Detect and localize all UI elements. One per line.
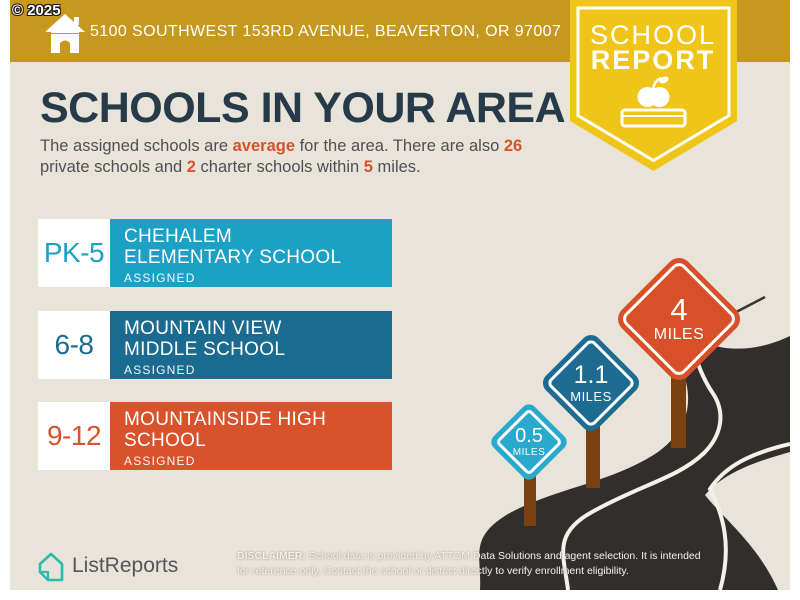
school-report-badge: SCHOOL REPORT bbox=[570, 0, 737, 171]
sign-post bbox=[586, 422, 600, 488]
distance-unit: MILES bbox=[653, 326, 705, 344]
badge-line2: REPORT bbox=[591, 45, 716, 75]
disclaimer-text: DISCLAIMER: School data is provided by A… bbox=[237, 550, 701, 577]
distance-value: 4 bbox=[670, 291, 688, 327]
intro-segment: miles. bbox=[372, 158, 421, 176]
intro-segment: The assigned schools are bbox=[40, 137, 233, 155]
distance-unit: MILES bbox=[512, 447, 546, 458]
sign-post bbox=[671, 370, 686, 448]
home-icon bbox=[45, 14, 85, 53]
highlight-miles: 5 bbox=[363, 158, 373, 176]
distance-unit: MILES bbox=[570, 388, 612, 404]
distance-value: 1.1 bbox=[573, 361, 609, 390]
assigned-badge: ASSIGNED bbox=[124, 271, 196, 285]
distance-sign-one-mile: 1.1 MILES bbox=[538, 330, 644, 436]
intro-segment: for the area. There are also bbox=[295, 137, 504, 155]
distance-value: 0.5 bbox=[515, 425, 543, 447]
content-area: 5100 SOUTHWEST 153RD AVENUE, BEAVERTON, … bbox=[10, 0, 790, 590]
disclaimer-label: DISCLAIMER: bbox=[237, 550, 306, 562]
assigned-badge: ASSIGNED bbox=[124, 454, 196, 468]
highlight-private-count: 26 bbox=[503, 137, 523, 155]
school-card-body: MOUNTAINSIDE HIGH SCHOOL ASSIGNED bbox=[110, 402, 392, 470]
grade-range: 6-8 bbox=[38, 311, 110, 379]
copyright-text: © 2025 bbox=[12, 2, 61, 19]
grade-range: PK-5 bbox=[38, 219, 110, 287]
school-card-elementary: PK-5 CHEHALEM ELEMENTARY SCHOOL ASSIGNED bbox=[38, 219, 392, 287]
intro-segment: private schools and bbox=[40, 158, 187, 176]
intro-text: The assigned schools are average for the… bbox=[40, 136, 572, 178]
brand-name: ListReports bbox=[72, 554, 179, 577]
school-card-body: CHEHALEM ELEMENTARY SCHOOL ASSIGNED bbox=[110, 219, 392, 287]
grade-range: 9-12 bbox=[38, 402, 110, 470]
property-address: 5100 SOUTHWEST 153RD AVENUE, BEAVERTON, … bbox=[90, 23, 562, 40]
assigned-badge: ASSIGNED bbox=[124, 363, 196, 377]
page-title: SCHOOLS IN YOUR AREA bbox=[40, 84, 566, 132]
school-card-high: 9-12 MOUNTAINSIDE HIGH SCHOOL ASSIGNED bbox=[38, 402, 392, 470]
school-name: MOUNTAINSIDE HIGH SCHOOL bbox=[124, 409, 327, 451]
highlight-average: average bbox=[232, 137, 296, 155]
school-name: MOUNTAIN VIEW MIDDLE SCHOOL bbox=[124, 318, 286, 360]
apple-books-icon bbox=[620, 76, 687, 128]
distance-sign-four-miles: 4 MILES bbox=[612, 252, 746, 386]
school-card-body: MOUNTAIN VIEW MIDDLE SCHOOL ASSIGNED bbox=[110, 311, 392, 379]
distance-sign-half-mile: 0.5 MILES bbox=[487, 400, 571, 484]
highlight-charter-count: 2 bbox=[186, 158, 196, 176]
badge-line1: SCHOOL bbox=[590, 20, 716, 50]
intro-segment: charter schools within bbox=[195, 158, 364, 176]
school-card-middle: 6-8 MOUNTAIN VIEW MIDDLE SCHOOL ASSIGNED bbox=[38, 311, 392, 379]
school-name: CHEHALEM ELEMENTARY SCHOOL bbox=[124, 226, 342, 268]
listreports-logo bbox=[38, 552, 64, 582]
